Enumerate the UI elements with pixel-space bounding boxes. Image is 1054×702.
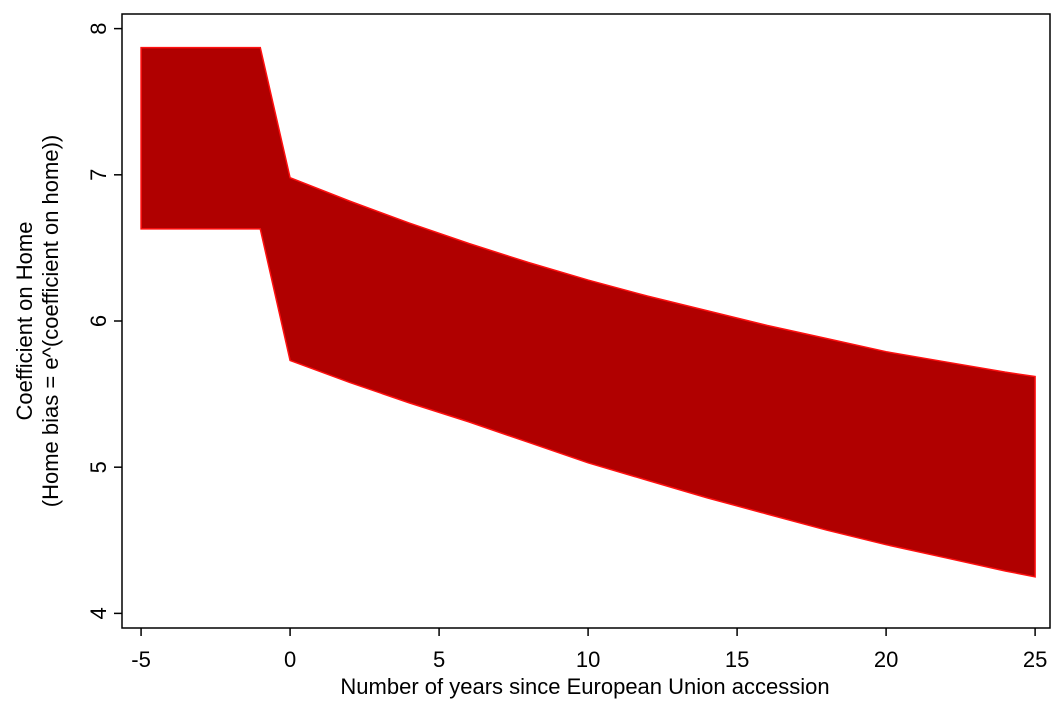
y-tick-label: 4 — [86, 607, 111, 619]
x-tick-label: 5 — [433, 647, 445, 672]
y-tick-label: 5 — [86, 461, 111, 473]
x-tick-label: 15 — [725, 647, 749, 672]
x-tick-label: 20 — [874, 647, 898, 672]
x-tick-label: -5 — [131, 647, 151, 672]
range-area — [140, 46, 1036, 578]
x-axis-label: Number of years since European Union acc… — [340, 674, 829, 699]
y-tick-label: 8 — [86, 22, 111, 34]
y-axis-label: (Home bias = e^(coefficient on home)) — [38, 135, 63, 507]
x-tick-label: 10 — [576, 647, 600, 672]
x-tick-label: 25 — [1023, 647, 1047, 672]
y-tick-label: 7 — [86, 169, 111, 181]
y-axis-label: Coefficient on Home — [12, 222, 37, 421]
x-tick-label: 0 — [284, 647, 296, 672]
y-tick-label: 6 — [86, 315, 111, 327]
